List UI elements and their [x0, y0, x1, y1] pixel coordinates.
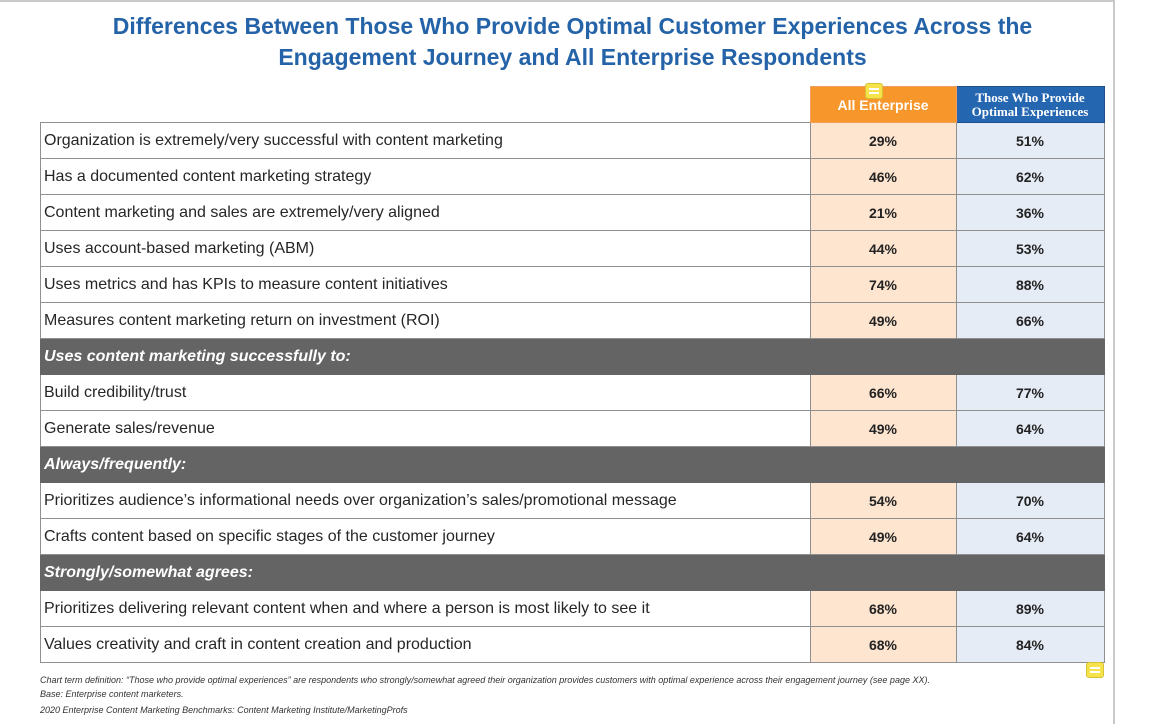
- footnote-definition: Chart term definition: “Those who provid…: [40, 675, 930, 685]
- all-enterprise-value: 44%: [809, 230, 957, 267]
- section-spacer: [955, 446, 1105, 483]
- optimal-value: 62%: [955, 158, 1105, 195]
- table-row: Prioritizes audience’s informational nee…: [40, 482, 1105, 519]
- row-label: Build credibility/trust: [40, 374, 811, 411]
- section-spacer: [809, 338, 957, 375]
- row-label: Measures content marketing return on inv…: [40, 302, 811, 339]
- row-label: Organization is extremely/very successfu…: [40, 122, 811, 159]
- footnote-source: 2020 Enterprise Content Marketing Benchm…: [40, 705, 408, 715]
- table-row: Has a documented content marketing strat…: [40, 158, 1105, 195]
- row-label: Values creativity and craft in content c…: [40, 626, 811, 663]
- all-enterprise-value: 29%: [809, 122, 957, 159]
- table-row: Content marketing and sales are extremel…: [40, 194, 1105, 231]
- all-enterprise-value: 46%: [809, 158, 957, 195]
- section-heading-row: Uses content marketing successfully to:: [40, 338, 1105, 375]
- section-heading: Always/frequently:: [40, 446, 811, 483]
- top-border: [0, 0, 1113, 2]
- footnote-base: Base: Enterprise content marketers.: [40, 689, 184, 699]
- optimal-value: 51%: [955, 122, 1105, 159]
- optimal-value: 88%: [955, 266, 1105, 303]
- title-line-1: Differences Between Those Who Provide Op…: [112, 13, 1033, 39]
- header-spacer: [41, 87, 811, 123]
- all-enterprise-value: 68%: [809, 626, 957, 663]
- row-label: Has a documented content marketing strat…: [40, 158, 811, 195]
- table-row: Build credibility/trust 66% 77%: [40, 374, 1105, 411]
- all-enterprise-value: 49%: [809, 518, 957, 555]
- table-row: Measures content marketing return on inv…: [40, 302, 1105, 339]
- row-label: Uses metrics and has KPIs to measure con…: [40, 266, 811, 303]
- section-spacer: [809, 554, 957, 591]
- row-label: Crafts content based on specific stages …: [40, 518, 811, 555]
- optimal-value: 70%: [955, 482, 1105, 519]
- row-label: Content marketing and sales are extremel…: [40, 194, 811, 231]
- optimal-value: 64%: [955, 410, 1105, 447]
- row-label: Prioritizes delivering relevant content …: [40, 590, 811, 627]
- comparison-table: All Enterprise Those Who Provide Optimal…: [40, 86, 1105, 663]
- all-enterprise-value: 74%: [809, 266, 957, 303]
- all-enterprise-value: 49%: [809, 410, 957, 447]
- optimal-value: 53%: [955, 230, 1105, 267]
- optimal-value: 66%: [955, 302, 1105, 339]
- section-spacer: [809, 446, 957, 483]
- section-heading: Strongly/somewhat agrees:: [40, 554, 811, 591]
- all-enterprise-value: 66%: [809, 374, 957, 411]
- page-title: Differences Between Those Who Provide Op…: [40, 11, 1105, 73]
- all-enterprise-value: 54%: [809, 482, 957, 519]
- header-optimal-experiences: Those Who Provide Optimal Experiences: [955, 86, 1105, 123]
- all-enterprise-value: 49%: [809, 302, 957, 339]
- optimal-value: 36%: [955, 194, 1105, 231]
- section-spacer: [955, 554, 1105, 591]
- optimal-value: 77%: [955, 374, 1105, 411]
- section-heading-row: Strongly/somewhat agrees:: [40, 554, 1105, 591]
- optimal-value: 64%: [955, 518, 1105, 555]
- table-row: Crafts content based on specific stages …: [40, 518, 1105, 555]
- section-spacer: [955, 338, 1105, 375]
- all-enterprise-value: 21%: [809, 194, 957, 231]
- right-border: [1113, 0, 1115, 724]
- title-line-2: Engagement Journey and All Enterprise Re…: [278, 44, 867, 70]
- header-all-enterprise: All Enterprise: [809, 86, 957, 123]
- table-row: Values creativity and craft in content c…: [40, 626, 1105, 663]
- all-enterprise-value: 68%: [809, 590, 957, 627]
- row-label: Prioritizes audience’s informational nee…: [40, 482, 811, 519]
- table-row: Uses account-based marketing (ABM) 44% 5…: [40, 230, 1105, 267]
- header-row: All Enterprise Those Who Provide Optimal…: [41, 86, 1105, 123]
- section-heading-row: Always/frequently:: [40, 446, 1105, 483]
- table-row: Organization is extremely/very successfu…: [40, 122, 1105, 159]
- optimal-value: 89%: [955, 590, 1105, 627]
- table-row: Uses metrics and has KPIs to measure con…: [40, 266, 1105, 303]
- row-label: Generate sales/revenue: [40, 410, 811, 447]
- table-row: Generate sales/revenue 49% 64%: [40, 410, 1105, 447]
- row-label: Uses account-based marketing (ABM): [40, 230, 811, 267]
- comment-note-icon[interactable]: [866, 84, 882, 98]
- table-row: Prioritizes delivering relevant content …: [40, 590, 1105, 627]
- optimal-value: 84%: [955, 626, 1105, 663]
- section-heading: Uses content marketing successfully to:: [40, 338, 811, 375]
- comment-note-icon[interactable]: [1087, 663, 1103, 677]
